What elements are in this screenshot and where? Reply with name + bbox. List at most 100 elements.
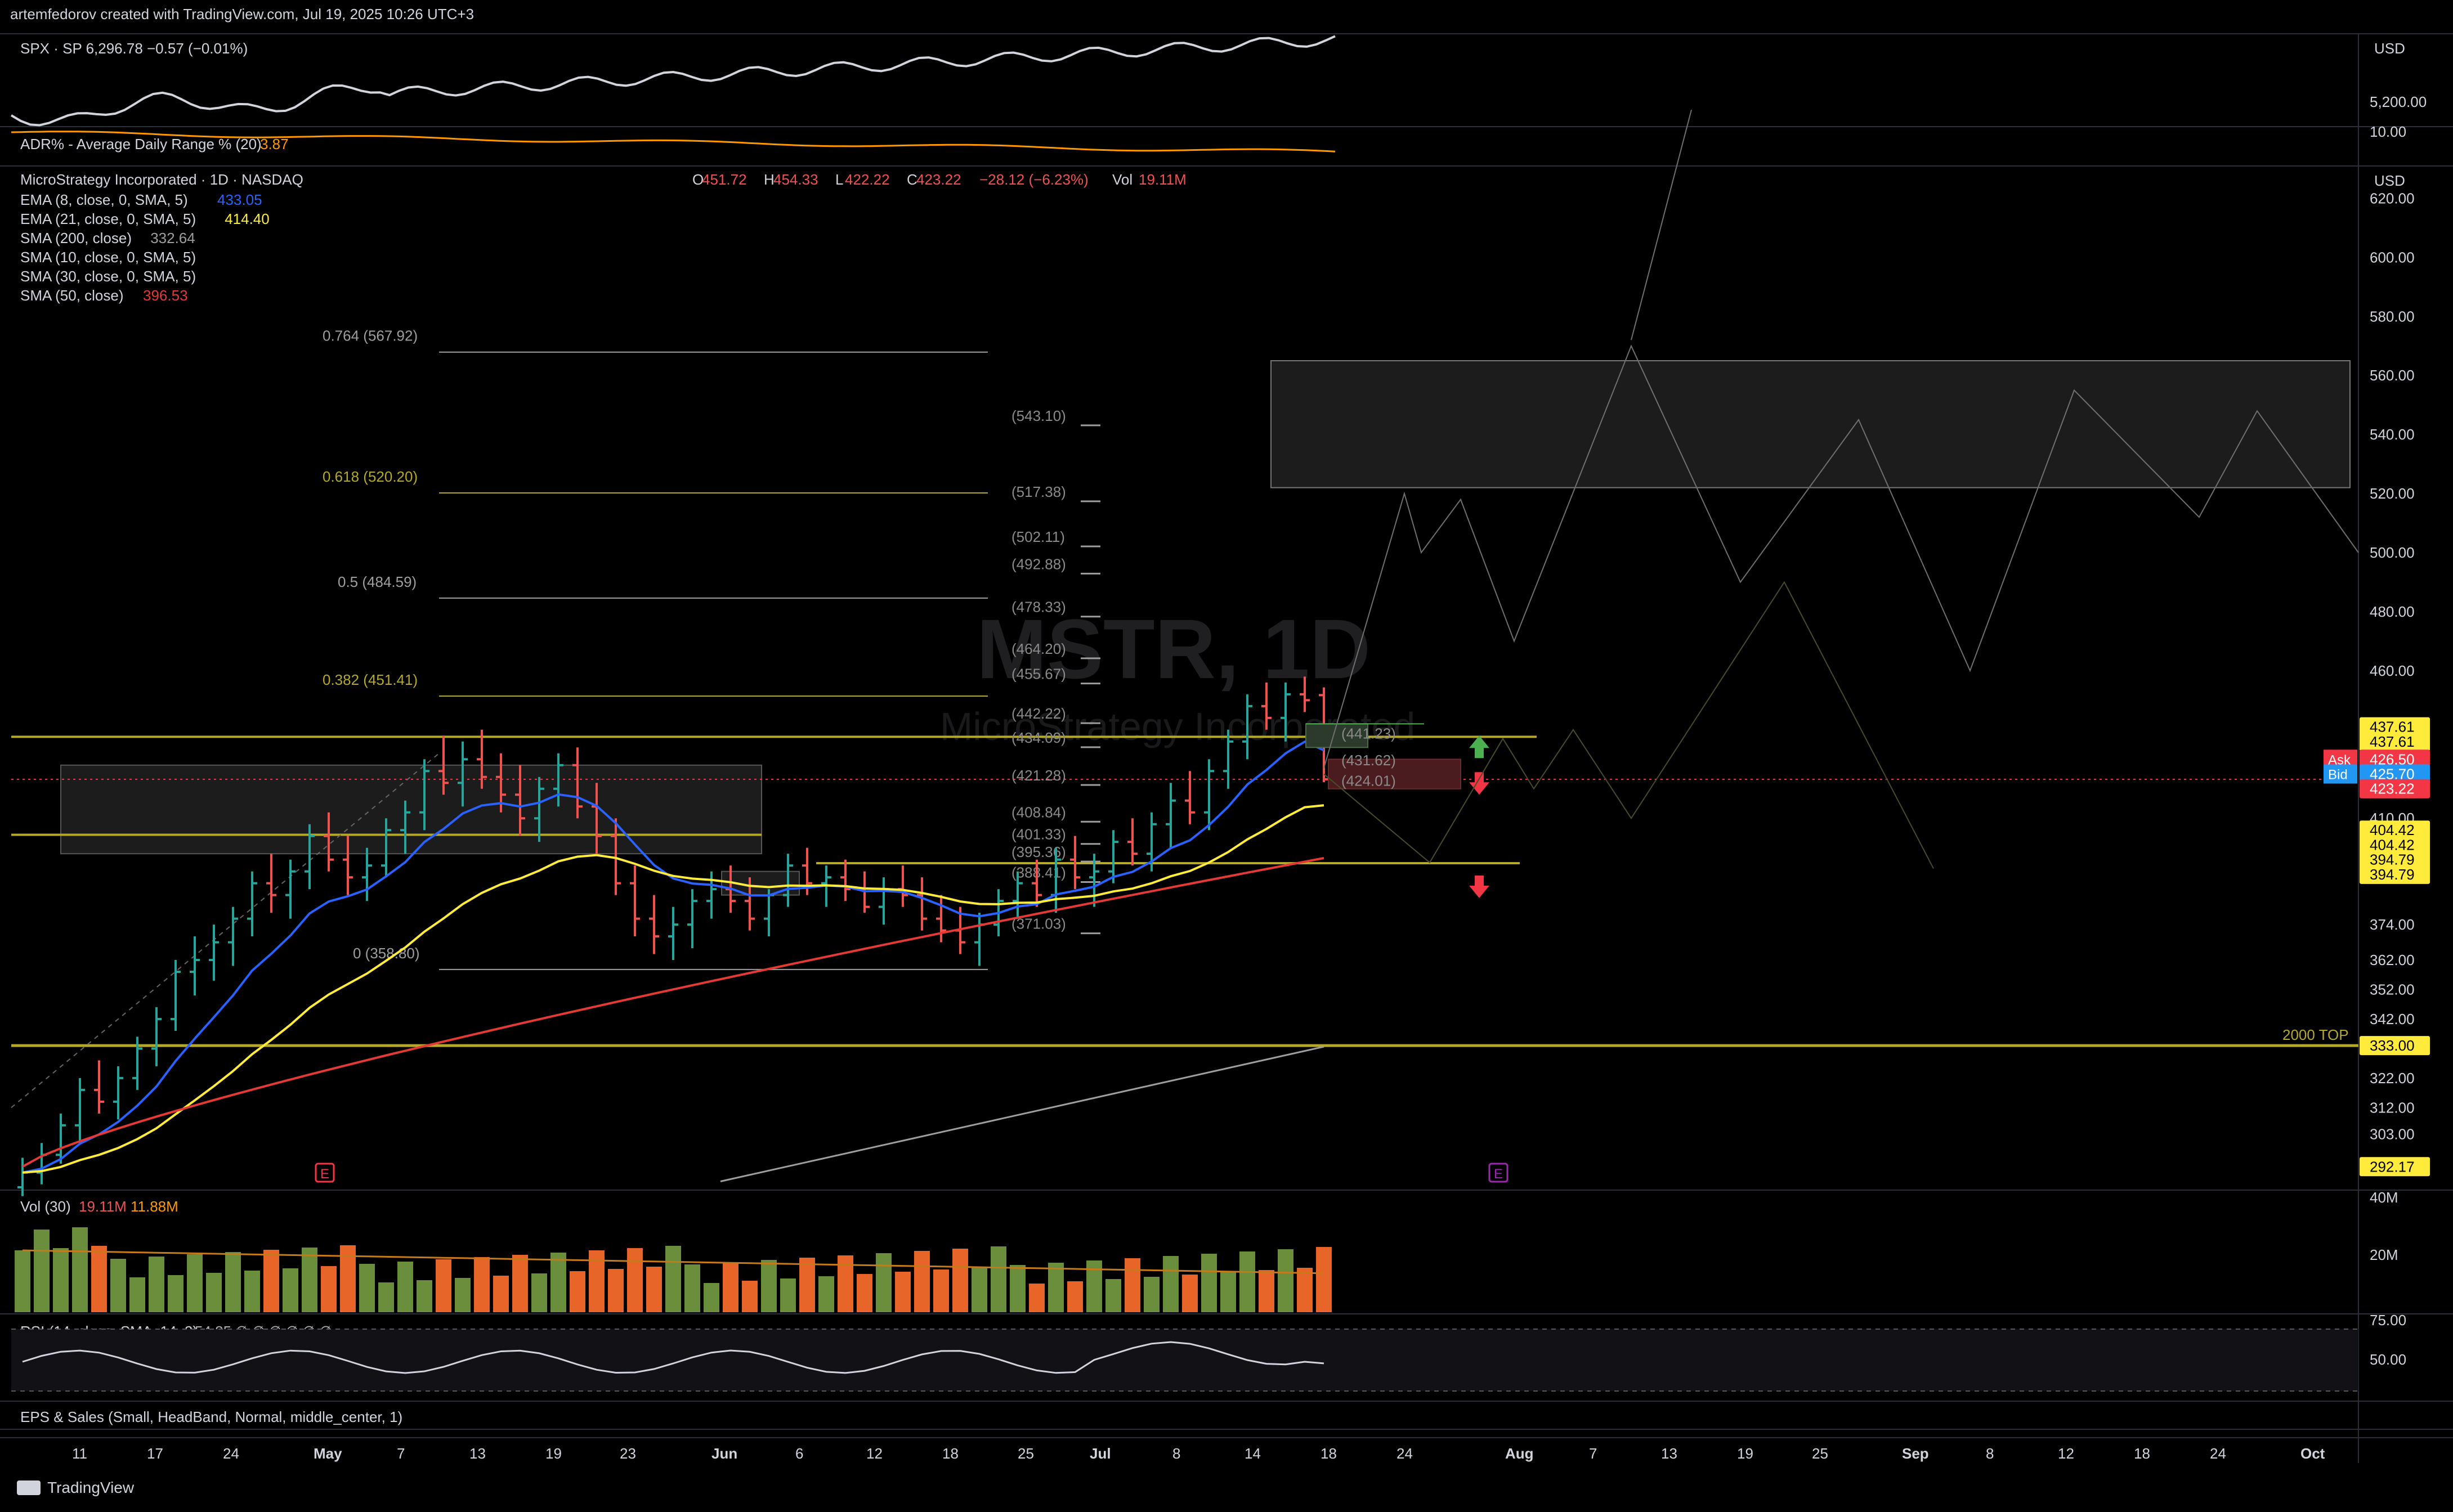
sma50-line (22, 856, 1324, 1168)
volume-axis-label: 40M (2370, 1189, 2398, 1206)
ladder-label: (421.28) (1011, 767, 1066, 784)
price-tick: 520.00 (2370, 485, 2415, 502)
volume-bar (972, 1267, 987, 1312)
volume-bar (531, 1273, 547, 1312)
price-tick: 312.00 (2370, 1099, 2415, 1116)
footer: TradingView (17, 1479, 134, 1497)
volume-bar (1144, 1277, 1160, 1312)
price-tick: 480.00 (2370, 603, 2415, 620)
time-axis-label: 6 (795, 1445, 803, 1462)
earnings-marker-icon (1488, 1163, 1508, 1183)
time-axis-label: May (314, 1445, 342, 1462)
time-axis-label: 18 (2134, 1445, 2150, 1462)
time-axis-label: 8 (1986, 1445, 1994, 1462)
projection-path-1 (1323, 344, 2359, 769)
price-badge-label: 423.22 (2370, 780, 2415, 797)
time-axis-label: 25 (1812, 1445, 1828, 1462)
fib-trend-line (11, 753, 440, 1109)
price-badge (2360, 732, 2430, 751)
volume-bar (550, 1253, 566, 1312)
fib-level-label: 0.618 (520.20) (323, 468, 418, 485)
volume-bar (378, 1282, 394, 1312)
time-axis-label: 12 (866, 1445, 883, 1462)
volume-bar (684, 1264, 700, 1312)
volume-bar (225, 1252, 241, 1312)
price-tick: 620.00 (2370, 190, 2415, 207)
volume-bar (1125, 1258, 1140, 1312)
volume-legend: Vol (30) (20, 1198, 71, 1215)
time-axis-label: 25 (1018, 1445, 1034, 1462)
time-axis-label: Sep (1902, 1445, 1929, 1462)
arrow-down-icon (1469, 875, 1489, 898)
volume-ma-value: 11.88M (131, 1198, 178, 1215)
ohlc-value: 451.72 (702, 171, 747, 188)
rsi-axis-label: 75.00 (2370, 1312, 2406, 1329)
volume-bar (723, 1262, 738, 1312)
price-badge (2360, 1157, 2430, 1177)
price-badge-tag (2324, 764, 2357, 784)
volume-bar (914, 1251, 930, 1312)
volume-bar (359, 1264, 375, 1312)
ladder-label: (408.84) (1011, 804, 1066, 820)
volume-value: 19.11M (79, 1198, 127, 1215)
earnings-marker-label: E (1494, 1166, 1503, 1182)
volume-bar (1239, 1251, 1255, 1312)
volume-bar (1316, 1247, 1332, 1312)
volume-bar (302, 1248, 317, 1312)
volume-bar (780, 1278, 796, 1312)
adr-legend: ADR% - Average Daily Range % (20) (20, 136, 262, 152)
adr-axis-label: 10.00 (2370, 123, 2406, 140)
time-axis-label: 8 (1172, 1445, 1180, 1462)
volume-bar (53, 1248, 69, 1312)
volume-bar (91, 1246, 107, 1312)
time-axis-label: 7 (397, 1445, 405, 1462)
volume-bar (1048, 1263, 1064, 1312)
arrow-down-icon (1469, 772, 1489, 795)
price-tick: 500.00 (2370, 544, 2415, 561)
ladder-label: (492.88) (1011, 555, 1066, 572)
projection-path-1-ext (1631, 109, 1692, 340)
time-axis-label: 7 (1589, 1445, 1597, 1462)
footer-brand: TradingView (47, 1479, 135, 1496)
adr-value: 3.87 (260, 136, 289, 152)
volume-bar (493, 1276, 509, 1312)
price-badge-label: 333.00 (2370, 1037, 2415, 1054)
indicator-legend: SMA (50, close) (20, 287, 124, 304)
rsi-band (11, 1329, 2358, 1391)
volume-bar (455, 1278, 471, 1312)
volume-bar (742, 1281, 758, 1312)
price-badge (2360, 1036, 2430, 1056)
volume-bar (321, 1266, 337, 1312)
volume-bar (206, 1273, 222, 1312)
position-label: (431.62) (1341, 752, 1396, 769)
volume-bar (1010, 1265, 1026, 1312)
position-profit-zone (1305, 723, 1368, 748)
time-axis-label: 13 (469, 1445, 486, 1462)
price-badge (2360, 779, 2430, 798)
indicator-legend: SMA (10, close, 0, SMA, 5) (20, 249, 196, 266)
volume-bar (1105, 1279, 1121, 1312)
price-badge (2360, 750, 2430, 769)
volume-bar (397, 1262, 413, 1312)
volume-bar (187, 1254, 203, 1312)
indicator-legend: EMA (8, close, 0, SMA, 5) (20, 191, 188, 208)
indicator-legend: EMA (21, close, 0, SMA, 5) (20, 210, 196, 227)
arrow-up-icon (1469, 735, 1489, 759)
time-axis-label: 24 (2210, 1445, 2226, 1462)
volume-bar (1163, 1256, 1179, 1312)
position-label: (424.01) (1341, 772, 1396, 789)
rsi-line (22, 1341, 1324, 1374)
volume-bar (149, 1257, 164, 1312)
volume-bar (417, 1280, 432, 1312)
earnings-marker-icon (315, 1163, 335, 1183)
volume-bar (1029, 1284, 1045, 1312)
time-axis-label: 11 (72, 1445, 87, 1462)
ladder-label: (543.10) (1011, 407, 1066, 424)
time-axis-label: Jun (711, 1445, 737, 1462)
ladder-label: (401.33) (1011, 826, 1066, 843)
volume-bar (799, 1258, 815, 1312)
volume-ma-line (22, 1249, 1324, 1275)
price-badge-label: 437.61 (2370, 733, 2415, 750)
